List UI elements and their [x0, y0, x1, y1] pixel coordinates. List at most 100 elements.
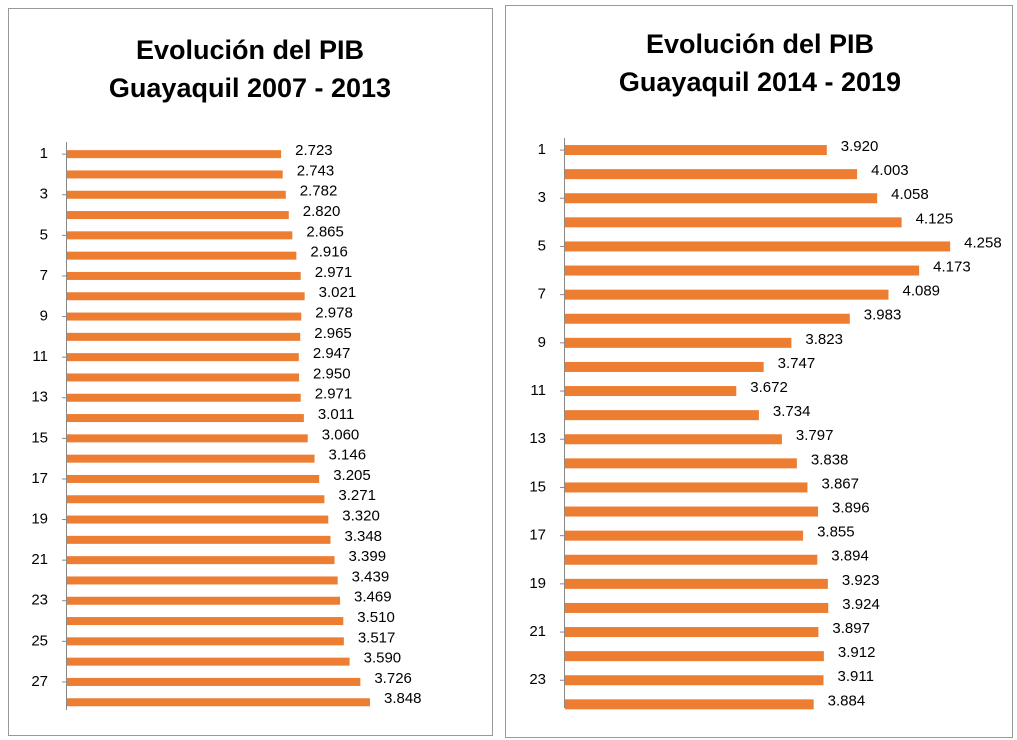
value-label: 4.258 [964, 234, 1002, 251]
value-label: 3.920 [841, 138, 879, 155]
bar [565, 361, 764, 372]
value-label: 2.820 [303, 203, 341, 220]
value-label: 3.912 [838, 644, 876, 661]
bar [67, 576, 338, 585]
bar [565, 217, 902, 228]
value-label: 2.965 [314, 325, 352, 342]
value-label: 2.782 [300, 183, 338, 200]
y-tick-label: 25 [31, 632, 48, 649]
bar [565, 675, 824, 686]
value-label: 3.348 [344, 528, 382, 545]
bar [67, 556, 335, 565]
value-label: 3.855 [817, 524, 855, 541]
value-label: 4.125 [916, 210, 954, 227]
value-label: 3.205 [333, 467, 371, 484]
bar [67, 414, 304, 423]
value-label: 3.983 [864, 307, 902, 324]
y-tick-label: 17 [31, 470, 48, 487]
value-label: 3.011 [318, 406, 354, 423]
bar [565, 145, 827, 156]
value-label: 3.271 [338, 487, 376, 504]
y-tick-label: 13 [529, 430, 546, 447]
bar [67, 251, 297, 260]
bar [67, 393, 301, 402]
chart-title: Evolución del PIB [646, 29, 874, 59]
bar [565, 458, 797, 469]
value-label: 3.021 [319, 284, 357, 301]
bar [67, 150, 282, 159]
value-label: 2.971 [315, 264, 353, 281]
value-label: 3.867 [821, 475, 859, 492]
value-label: 2.950 [313, 365, 351, 382]
bar [67, 617, 344, 626]
y-tick-label: 3 [538, 189, 546, 206]
value-label: 3.320 [342, 508, 380, 525]
bar [565, 169, 858, 180]
bar [67, 474, 320, 483]
chart-title: Evolución del PIB [136, 35, 364, 65]
panel-frame [8, 8, 493, 736]
bar [67, 698, 370, 707]
bar [565, 386, 737, 397]
value-label: 3.726 [374, 670, 412, 687]
value-label: 3.884 [828, 692, 866, 709]
bar [565, 313, 850, 324]
bar [565, 530, 804, 541]
value-label: 3.517 [358, 629, 396, 646]
y-tick-label: 9 [40, 308, 48, 325]
bar [67, 190, 286, 199]
bar [67, 211, 289, 220]
value-label: 3.838 [811, 451, 849, 468]
y-tick-label: 15 [31, 429, 48, 446]
bar [67, 292, 305, 301]
value-label: 3.848 [384, 690, 422, 707]
value-label: 3.439 [352, 568, 390, 585]
y-tick-label: 21 [529, 623, 546, 640]
bar [67, 373, 300, 382]
bar [565, 410, 759, 421]
y-tick-label: 19 [31, 511, 48, 528]
y-tick-label: 27 [31, 673, 48, 690]
bar [565, 193, 878, 204]
bar [67, 271, 301, 280]
y-tick-label: 21 [31, 551, 48, 568]
y-tick-label: 13 [31, 389, 48, 406]
value-label: 3.823 [805, 331, 843, 348]
bar [67, 170, 283, 179]
value-label: 3.510 [357, 609, 395, 626]
bar [565, 554, 818, 565]
value-label: 2.723 [295, 142, 333, 159]
value-label: 2.978 [315, 305, 353, 322]
value-label: 3.924 [842, 596, 880, 613]
y-tick-label: 23 [529, 671, 546, 688]
bar [565, 265, 920, 276]
y-tick-label: 11 [32, 348, 48, 365]
bar [67, 434, 308, 443]
value-label: 3.894 [831, 548, 869, 565]
value-label: 3.923 [842, 572, 880, 589]
bar [565, 506, 819, 517]
bar [67, 312, 302, 321]
chart-title: Guayaquil 2014 - 2019 [619, 67, 901, 97]
value-label: 3.469 [354, 589, 392, 606]
y-tick-label: 1 [538, 141, 546, 158]
bar [565, 578, 828, 589]
y-tick-label: 5 [40, 226, 48, 243]
bar [565, 434, 782, 445]
bar [565, 651, 824, 662]
bar [67, 596, 341, 605]
bar [67, 657, 350, 666]
value-label: 2.865 [306, 223, 344, 240]
value-label: 3.797 [796, 427, 834, 444]
value-label: 3.896 [832, 500, 870, 517]
bar [67, 332, 301, 341]
bar [67, 495, 325, 504]
value-label: 3.399 [349, 548, 387, 565]
bar [67, 454, 315, 463]
bar [67, 515, 329, 524]
y-tick-label: 5 [538, 237, 546, 254]
y-tick-label: 3 [40, 186, 48, 203]
value-label: 2.947 [313, 345, 351, 362]
y-tick-label: 19 [529, 575, 546, 592]
